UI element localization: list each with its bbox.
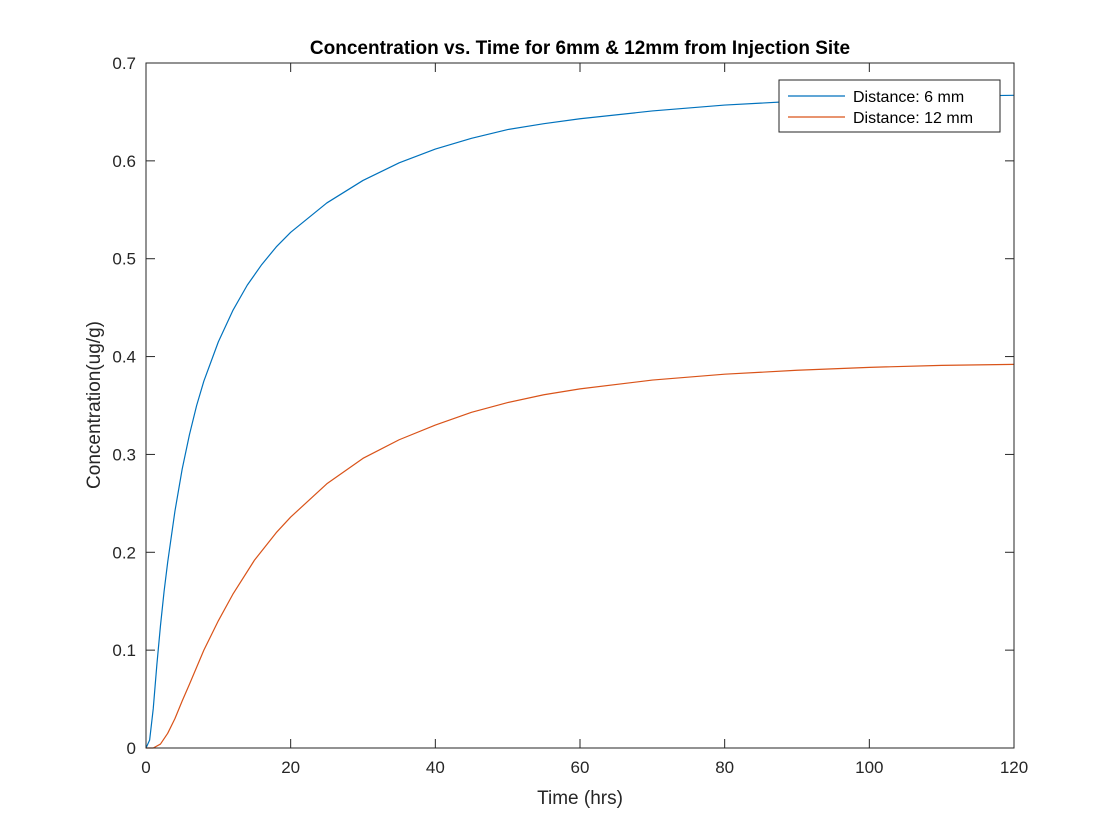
series-line-1: [146, 363, 1015, 749]
y-axis-label: Concentration(ug/g): [84, 321, 105, 489]
plot-area: [146, 63, 1014, 748]
axes-box: [145, 62, 1015, 749]
x-axis-label: Time (hrs): [537, 788, 623, 809]
y-tick-label: 0.5: [112, 250, 136, 269]
legend: Distance: 6 mm Distance: 12 mm: [778, 79, 1001, 133]
ticks-layer: 0 20 40 60 80 100 120 0 0.1 0.2 0.3 0.4 0.5 0.6 0.7: [112, 54, 1028, 777]
series-layer: [145, 94, 1015, 749]
y-tick-label: 0.1: [112, 641, 136, 660]
x-tick-label: 0: [141, 758, 150, 777]
y-tick-label: 0.3: [112, 445, 136, 464]
x-tick-label: 40: [426, 758, 445, 777]
legend-box: [778, 79, 1001, 133]
legend-label-12mm: Distance: 12 mm: [853, 110, 973, 127]
x-tick-label: 120: [1000, 758, 1028, 777]
x-tick-label: 80: [715, 758, 734, 777]
y-tick-label: 0.7: [112, 54, 136, 73]
y-tick-label: 0.4: [112, 348, 136, 367]
legend-label-6mm: Distance: 6 mm: [853, 89, 964, 106]
y-tick-label: 0.6: [112, 152, 136, 171]
chart-title: Concentration vs. Time for 6mm & 12mm fr…: [310, 38, 850, 59]
y-tick-label: 0: [127, 739, 136, 758]
x-tick-label: 100: [855, 758, 883, 777]
x-tick-label: 60: [571, 758, 590, 777]
series-line-0: [145, 94, 1015, 749]
x-tick-label: 20: [281, 758, 300, 777]
y-tick-label: 0.2: [112, 543, 136, 562]
